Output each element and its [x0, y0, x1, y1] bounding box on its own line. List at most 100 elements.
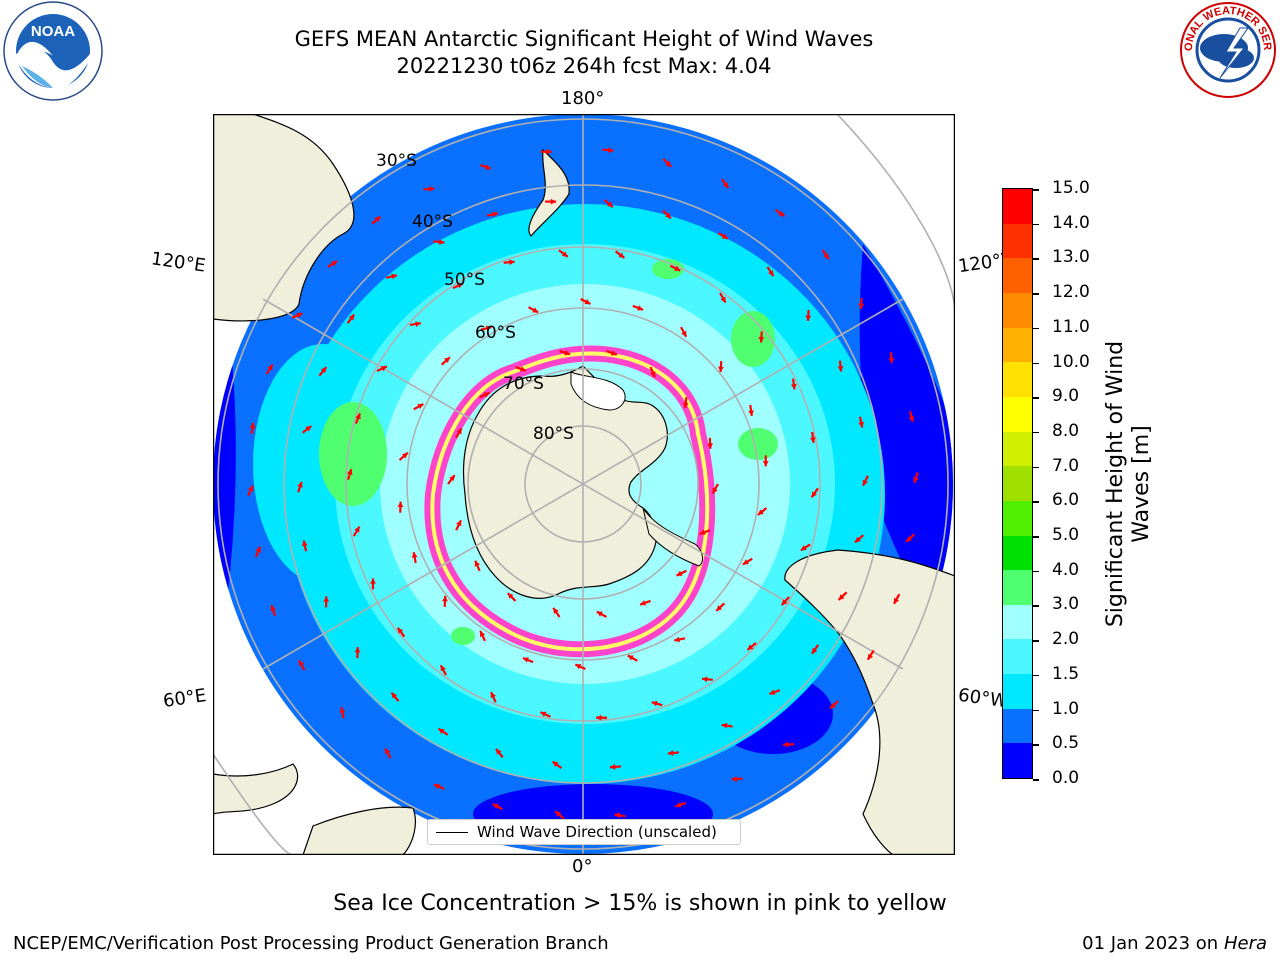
wave-direction-arrow	[862, 475, 869, 487]
wave-direction-arrow	[558, 249, 569, 258]
wave-direction-arrow	[913, 472, 919, 484]
colorbar-tick-label: 12.0	[1052, 282, 1090, 303]
lat-label-40s: 40°S	[412, 212, 453, 232]
wave-direction-arrow	[545, 198, 557, 205]
wave-direction-arrow	[858, 416, 864, 428]
wave-direction-arrow	[386, 273, 398, 280]
colorbar-tick-mark	[1033, 536, 1039, 538]
footer-date: 01 Jan 2023 on	[1082, 933, 1224, 954]
wave-direction-arrow	[439, 664, 447, 676]
colorbar-segment	[1003, 362, 1032, 397]
wave-direction-arrow	[762, 455, 769, 467]
wave-direction-arrow	[540, 148, 552, 155]
lon-label-180: 180°	[561, 88, 605, 109]
wave-direction-arrow	[440, 356, 451, 366]
colorbar-tick-mark	[1033, 293, 1039, 295]
wave-direction-arrow	[782, 741, 795, 748]
south-america-landmass	[784, 549, 955, 855]
colorbar-tick-label: 13.0	[1052, 247, 1090, 268]
wave-direction-arrow	[669, 264, 681, 272]
wave-direction-arrow	[699, 529, 711, 536]
wave-direction-arrow	[390, 691, 400, 702]
wave-direction-arrow	[790, 378, 797, 390]
colorbar-segment	[1003, 743, 1032, 778]
wave-direction-arrow	[609, 764, 622, 770]
wave-direction-arrow	[298, 659, 306, 671]
colorbar-tick-mark	[1033, 362, 1039, 365]
lat-label-80s: 80°S	[533, 424, 574, 444]
legend-line-sample	[436, 832, 468, 833]
lon-label-0: 0°	[572, 856, 593, 877]
colorbar-segment	[1003, 535, 1032, 571]
wave-direction-arrow	[662, 209, 672, 220]
colorbar-label-text: Significant Height of Wind Waves [m]	[1103, 340, 1154, 628]
wave-direction-arrow	[667, 750, 679, 756]
lon-label-120e: 120°E	[149, 248, 207, 277]
wave-direction-arrow	[398, 451, 409, 461]
wave-direction-arrow	[480, 325, 492, 332]
wave-direction-arrow	[837, 591, 848, 601]
wave-direction-arrow	[717, 232, 729, 240]
colorbar-tick-mark	[1033, 779, 1039, 781]
wave-direction-arrow	[674, 801, 687, 808]
colorbar-segment	[1003, 674, 1032, 709]
colorbar-tick-label: 10.0	[1052, 351, 1090, 372]
lon-label-60e: 60°E	[161, 685, 208, 712]
colorbar-tick-label: 7.0	[1052, 455, 1080, 476]
footer-right: 01 Jan 2023 on Hera	[1082, 933, 1267, 954]
colorbar-tick-mark	[1033, 640, 1039, 642]
wave-direction-arrow	[715, 602, 726, 612]
noaa-logo: NOAA	[3, 1, 103, 101]
wave-direction-arrow	[731, 776, 743, 782]
colorbar-tick-label: 0.5	[1052, 733, 1080, 754]
wave-direction-arrow	[746, 642, 757, 651]
wave-direction-arrow	[893, 593, 901, 605]
wind-wave-direction-arrows	[247, 147, 919, 820]
colorbar-tick-mark	[1033, 570, 1039, 573]
wave-direction-arrow	[888, 352, 895, 364]
wave-direction-arrow	[742, 557, 753, 566]
colorbar-tick-label: 1.5	[1052, 663, 1080, 684]
wave-direction-arrow	[711, 483, 719, 495]
wave-direction-arrow	[811, 644, 820, 655]
wave-direction-arrow	[837, 360, 844, 372]
wave-direction-arrow	[376, 365, 388, 372]
wave-direction-arrow	[515, 366, 527, 372]
wave-direction-arrow	[528, 306, 539, 314]
wave-direction-arrow	[474, 560, 481, 572]
national-weather-service-logo: NATIONAL WEATHER SERVICE	[1178, 0, 1276, 98]
wave-direction-arrow	[354, 647, 361, 659]
graticule	[217, 114, 949, 854]
colorbar-segment	[1003, 604, 1032, 640]
wave-direction-arrow	[596, 714, 608, 721]
colorbar-segment	[1003, 500, 1032, 536]
colorbar-tick-mark	[1033, 744, 1039, 746]
colorbar-tick-label: 15.0	[1052, 178, 1090, 198]
colorbar-tick-mark	[1033, 605, 1039, 607]
colorbar-tick-label: 2.0	[1052, 629, 1080, 650]
wave-direction-arrow	[291, 312, 303, 319]
wave-direction-arrow	[442, 595, 448, 607]
wave-direction-arrow	[370, 578, 376, 590]
wave-direction-arrow	[552, 607, 561, 618]
wave-direction-arrow	[433, 239, 445, 245]
colorbar-tick-label: 1.0	[1052, 698, 1080, 719]
colorbar-tick-label: 5.0	[1052, 525, 1080, 546]
wave-direction-arrow	[479, 164, 492, 170]
legend-label: Wind Wave Direction (unscaled)	[477, 823, 717, 841]
colorbar-segment	[1003, 466, 1032, 501]
colorbar-tick-mark	[1033, 466, 1039, 469]
colorbar-tick-mark	[1033, 189, 1039, 191]
wave-direction-arrow	[503, 259, 515, 266]
wave-direction-arrow	[423, 186, 435, 192]
australia-landmass	[213, 114, 355, 322]
wave-direction-arrow	[318, 366, 328, 377]
wave-direction-arrow	[602, 147, 614, 154]
wave-direction-arrow	[769, 689, 781, 696]
wave-direction-arrow	[676, 569, 687, 577]
colorbar-segment	[1003, 639, 1032, 675]
wave-direction-arrow	[606, 350, 618, 356]
wave-direction-arrow	[682, 397, 689, 409]
wave-direction-arrow	[302, 540, 308, 552]
colorbar-segment	[1003, 223, 1032, 259]
